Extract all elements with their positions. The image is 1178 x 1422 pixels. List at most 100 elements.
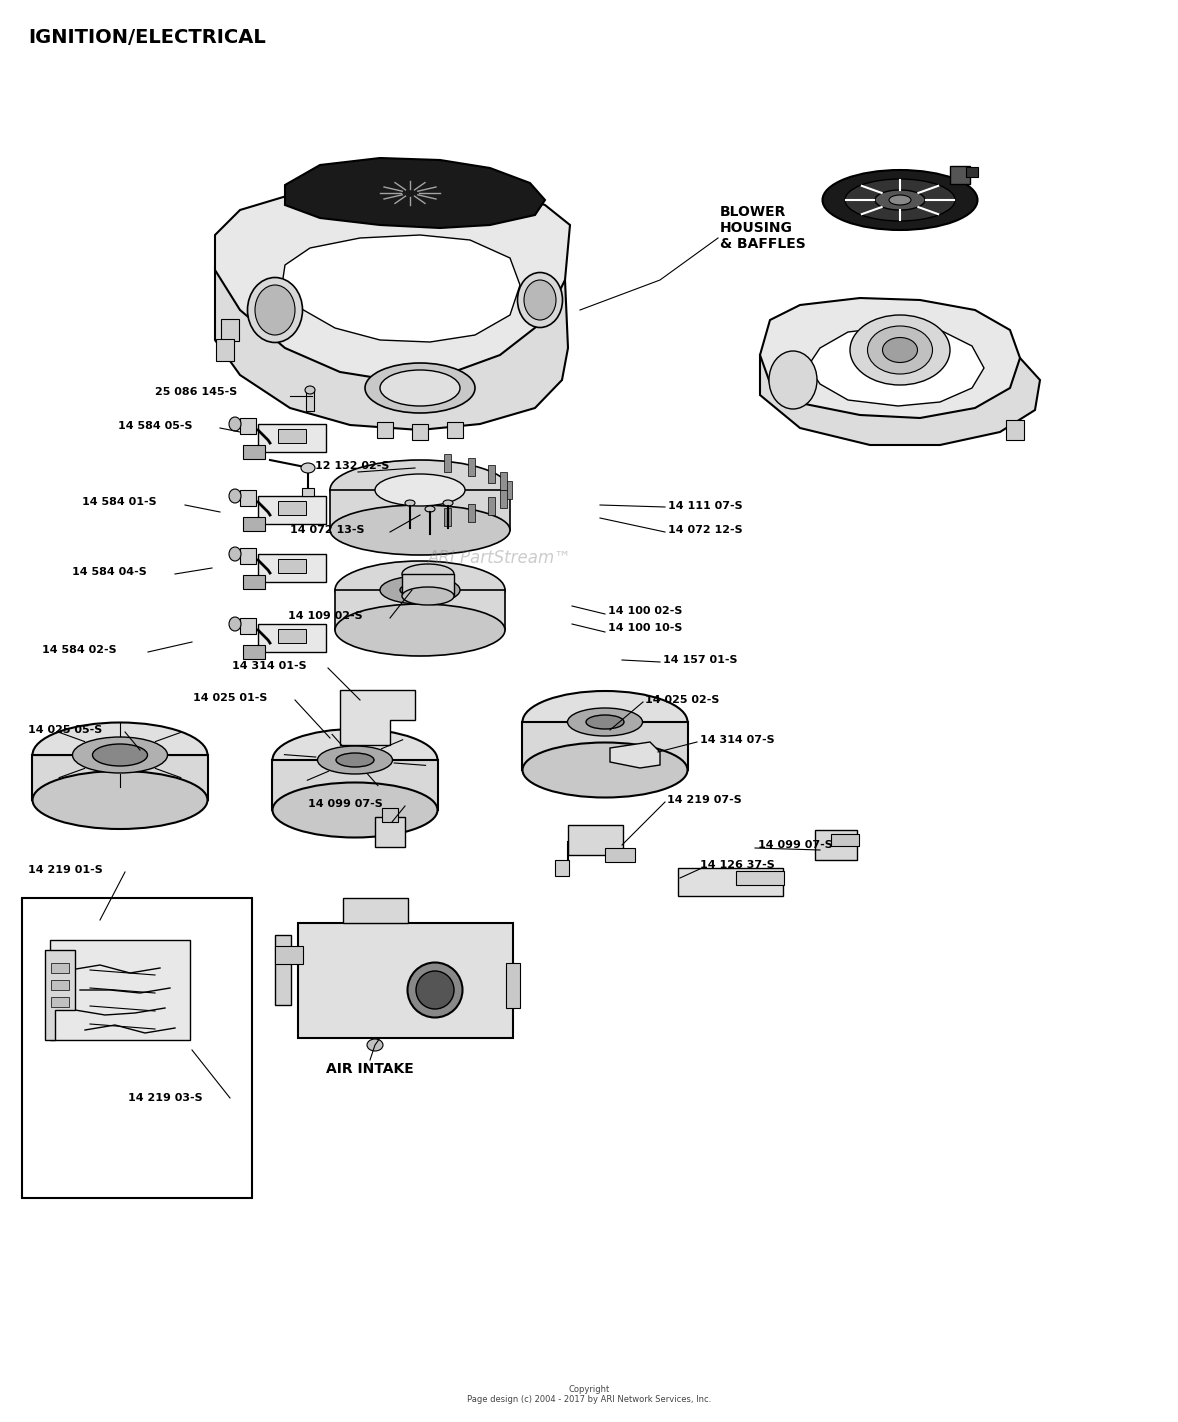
Text: Copyright
Page design (c) 2004 - 2017 by ARI Network Services, Inc.: Copyright Page design (c) 2004 - 2017 by… xyxy=(466,1385,712,1404)
Polygon shape xyxy=(45,950,75,1039)
Bar xyxy=(51,997,70,1007)
Bar xyxy=(51,963,70,973)
Bar xyxy=(949,166,969,183)
Ellipse shape xyxy=(229,417,241,431)
Text: 14 072 12-S: 14 072 12-S xyxy=(668,525,742,535)
Polygon shape xyxy=(335,590,505,630)
Bar xyxy=(815,830,858,860)
Ellipse shape xyxy=(416,971,454,1010)
Ellipse shape xyxy=(272,782,437,838)
Text: 14 314 07-S: 14 314 07-S xyxy=(700,735,775,745)
Bar xyxy=(555,860,569,876)
Text: 14 126 37-S: 14 126 37-S xyxy=(700,860,775,870)
Text: BLOWER
HOUSING
& BAFFLES: BLOWER HOUSING & BAFFLES xyxy=(720,205,806,252)
Ellipse shape xyxy=(845,179,955,220)
Ellipse shape xyxy=(822,171,978,230)
Bar xyxy=(504,481,511,499)
Text: 14 025 02-S: 14 025 02-S xyxy=(646,695,720,705)
Polygon shape xyxy=(330,491,510,530)
Ellipse shape xyxy=(875,191,925,210)
Bar xyxy=(216,338,234,361)
Bar xyxy=(736,872,785,884)
Bar xyxy=(221,319,239,341)
Ellipse shape xyxy=(401,583,441,597)
Polygon shape xyxy=(340,690,415,745)
Bar xyxy=(302,488,315,496)
Bar xyxy=(830,833,859,846)
Bar xyxy=(274,936,291,1005)
Bar xyxy=(243,646,265,658)
Bar xyxy=(568,825,622,855)
Ellipse shape xyxy=(402,587,454,604)
Bar xyxy=(446,422,463,438)
Text: IGNITION/ELECTRICAL: IGNITION/ELECTRICAL xyxy=(28,28,266,47)
Ellipse shape xyxy=(517,273,563,327)
Ellipse shape xyxy=(443,501,454,506)
Polygon shape xyxy=(808,326,984,407)
Bar xyxy=(488,498,495,515)
Text: 14 025 05-S: 14 025 05-S xyxy=(28,725,102,735)
Ellipse shape xyxy=(425,506,435,512)
Polygon shape xyxy=(522,722,688,769)
Bar xyxy=(306,390,315,411)
Text: 14 314 01-S: 14 314 01-S xyxy=(232,661,306,671)
Ellipse shape xyxy=(405,501,415,506)
Bar xyxy=(243,518,265,530)
Ellipse shape xyxy=(380,370,459,407)
Bar xyxy=(444,455,451,472)
Ellipse shape xyxy=(365,363,475,412)
Text: 14 584 05-S: 14 584 05-S xyxy=(118,421,192,431)
Text: ARI PartStream™: ARI PartStream™ xyxy=(428,549,573,567)
Polygon shape xyxy=(216,267,568,429)
Polygon shape xyxy=(216,186,570,380)
Bar xyxy=(243,445,265,459)
Ellipse shape xyxy=(93,744,147,766)
Bar xyxy=(274,946,303,964)
Bar xyxy=(677,867,782,896)
Bar xyxy=(240,418,256,434)
Text: 14 100 10-S: 14 100 10-S xyxy=(608,623,682,633)
Text: 14 219 01-S: 14 219 01-S xyxy=(28,865,102,875)
Polygon shape xyxy=(610,742,660,768)
Ellipse shape xyxy=(330,505,510,555)
Polygon shape xyxy=(282,235,519,343)
Ellipse shape xyxy=(523,691,688,754)
Bar xyxy=(966,166,978,176)
Text: 14 099 07-S: 14 099 07-S xyxy=(757,840,833,850)
Ellipse shape xyxy=(272,729,437,791)
Ellipse shape xyxy=(229,617,241,631)
Text: 14 025 01-S: 14 025 01-S xyxy=(193,693,267,702)
Bar xyxy=(501,472,508,491)
Bar xyxy=(240,619,256,634)
Ellipse shape xyxy=(33,722,207,788)
Ellipse shape xyxy=(867,326,933,374)
Bar xyxy=(278,429,306,444)
Bar xyxy=(258,555,326,582)
Bar xyxy=(412,424,428,439)
Ellipse shape xyxy=(380,576,459,604)
Ellipse shape xyxy=(375,474,465,506)
Ellipse shape xyxy=(585,715,624,729)
Ellipse shape xyxy=(568,708,642,737)
Ellipse shape xyxy=(336,754,373,766)
Bar xyxy=(375,818,405,848)
Text: 14 072 13-S: 14 072 13-S xyxy=(290,525,364,535)
Bar xyxy=(278,629,306,643)
Bar xyxy=(258,624,326,653)
Polygon shape xyxy=(760,356,1040,445)
Ellipse shape xyxy=(229,489,241,503)
Bar xyxy=(298,923,512,1038)
Bar xyxy=(444,508,451,526)
Bar xyxy=(468,458,475,476)
Text: 14 584 01-S: 14 584 01-S xyxy=(82,498,157,508)
Ellipse shape xyxy=(247,277,303,343)
Polygon shape xyxy=(285,158,545,228)
Polygon shape xyxy=(32,755,209,801)
Bar xyxy=(605,848,635,862)
Bar xyxy=(501,489,508,508)
Ellipse shape xyxy=(523,742,688,798)
Bar xyxy=(382,808,398,822)
Ellipse shape xyxy=(368,1039,383,1051)
Text: 12 132 02-S: 12 132 02-S xyxy=(315,461,390,471)
Ellipse shape xyxy=(769,351,818,410)
